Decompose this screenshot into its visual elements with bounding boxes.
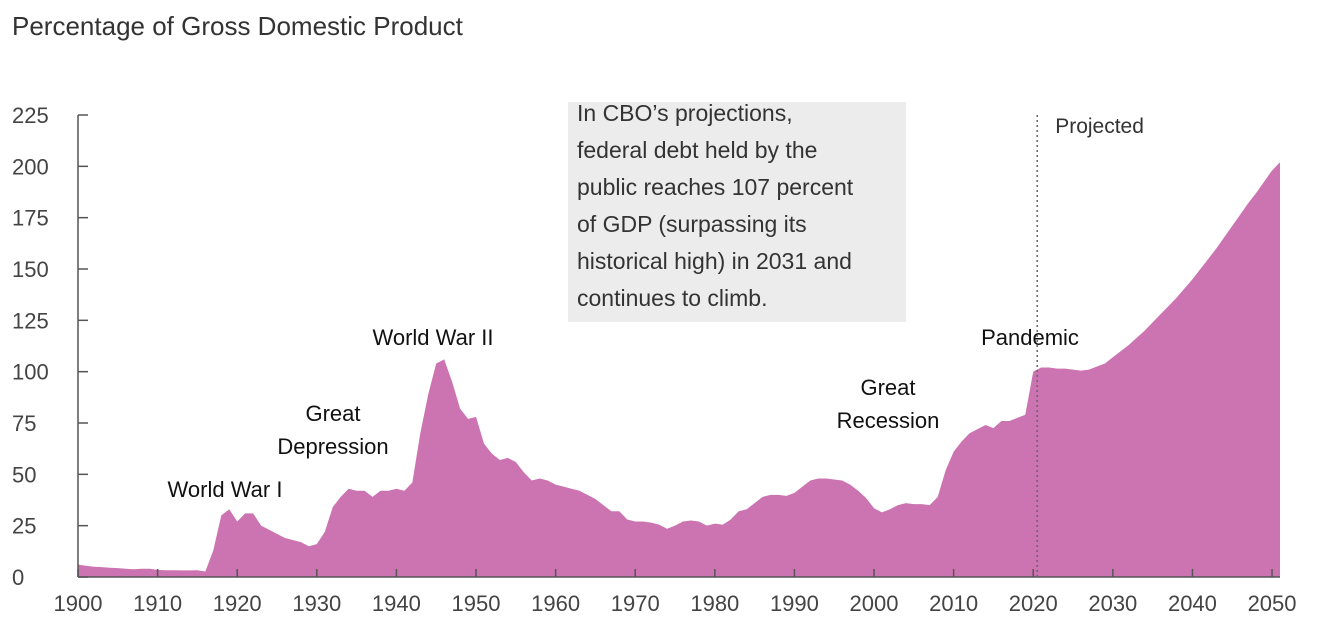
y-tick-label: 100 bbox=[12, 360, 49, 385]
annotation: Pandemic bbox=[981, 325, 1079, 350]
x-tick-label: 1910 bbox=[133, 591, 182, 616]
note-line: continues to climb. bbox=[577, 285, 767, 311]
x-tick-label: 2030 bbox=[1088, 591, 1137, 616]
annotation: World War II bbox=[372, 325, 493, 350]
x-tick-label: 1990 bbox=[770, 591, 819, 616]
x-tick-label: 1980 bbox=[690, 591, 739, 616]
x-tick-label: 1970 bbox=[611, 591, 660, 616]
y-tick-label: 150 bbox=[12, 257, 49, 282]
y-tick-label: 225 bbox=[12, 103, 49, 128]
x-tick-label: 1920 bbox=[213, 591, 262, 616]
chart-title: Percentage of Gross Domestic Product bbox=[12, 11, 464, 41]
y-tick-label: 200 bbox=[12, 154, 49, 179]
debt-area bbox=[78, 162, 1280, 577]
annotation: Great bbox=[305, 401, 360, 426]
x-tick-label: 1930 bbox=[292, 591, 341, 616]
note-box bbox=[568, 102, 906, 322]
y-tick-label: 125 bbox=[12, 308, 49, 333]
annotation: Recession bbox=[837, 408, 940, 433]
x-tick-label: 1940 bbox=[372, 591, 421, 616]
annotation: World War I bbox=[168, 477, 283, 502]
x-tick-label: 1900 bbox=[54, 591, 103, 616]
annotation: Great bbox=[860, 375, 915, 400]
x-tick-label: 2050 bbox=[1248, 591, 1297, 616]
note-line: of GDP (surpassing its bbox=[577, 211, 807, 237]
x-tick-label: 2040 bbox=[1168, 591, 1217, 616]
projection-label: Projected bbox=[1055, 115, 1144, 138]
note-line: public reaches 107 percent bbox=[577, 174, 854, 200]
y-tick-label: 0 bbox=[12, 565, 24, 590]
note-line: federal debt held by the bbox=[577, 137, 817, 163]
y-tick-label: 25 bbox=[12, 514, 36, 539]
x-tick-label: 1960 bbox=[531, 591, 580, 616]
y-tick-label: 50 bbox=[12, 462, 36, 487]
note-line: In CBO’s projections, bbox=[577, 100, 793, 126]
annotation: Depression bbox=[277, 434, 388, 459]
x-tick-label: 1950 bbox=[452, 591, 501, 616]
note-line: historical high) in 2031 and bbox=[577, 248, 852, 274]
x-tick-label: 2010 bbox=[929, 591, 978, 616]
x-tick-label: 2020 bbox=[1009, 591, 1058, 616]
x-tick-label: 2000 bbox=[850, 591, 899, 616]
y-tick-label: 175 bbox=[12, 206, 49, 231]
y-tick-label: 75 bbox=[12, 411, 36, 436]
